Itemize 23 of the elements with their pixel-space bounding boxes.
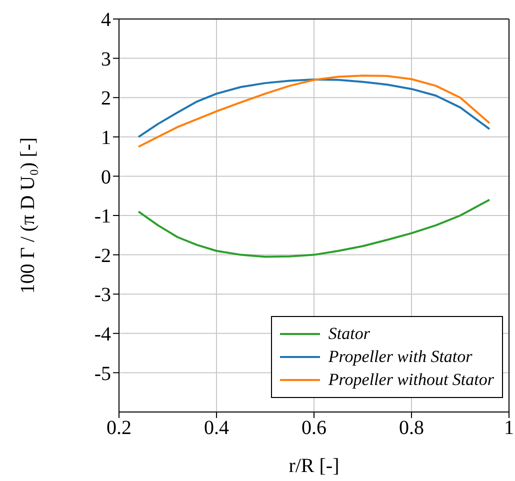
y-tick-label: -4 <box>94 324 111 346</box>
x-tick-label: 1 <box>504 417 514 440</box>
x-tick-label: 0.4 <box>204 417 229 440</box>
y-tick-label: 3 <box>101 48 111 70</box>
y-tick-label: 0 <box>101 166 111 188</box>
y-tick-label: 1 <box>101 127 111 149</box>
x-tick-label: 0.6 <box>302 417 326 440</box>
line-series <box>138 74 490 148</box>
y-axis-title: 100 Γ / (π D U₀) [-] <box>17 137 39 294</box>
y-tick-label: 2 <box>101 88 111 110</box>
x-tick-label: 0.2 <box>106 417 132 440</box>
legend-label: Stator <box>328 324 370 344</box>
legend-label: Propeller with Stator <box>328 347 472 367</box>
y-tick-label: 4 <box>101 9 111 32</box>
line-series <box>138 78 490 138</box>
legend-label: Propeller without Stator <box>328 370 494 390</box>
y-tick-label: -1 <box>94 206 111 228</box>
y-tick-label: -2 <box>94 244 111 267</box>
y-tick-label: -5 <box>94 362 111 385</box>
line-series <box>138 198 490 258</box>
x-axis-title: r/R [-] <box>288 455 340 477</box>
y-tick-label: -3 <box>94 284 111 306</box>
x-tick-label: 0.8 <box>399 417 424 440</box>
